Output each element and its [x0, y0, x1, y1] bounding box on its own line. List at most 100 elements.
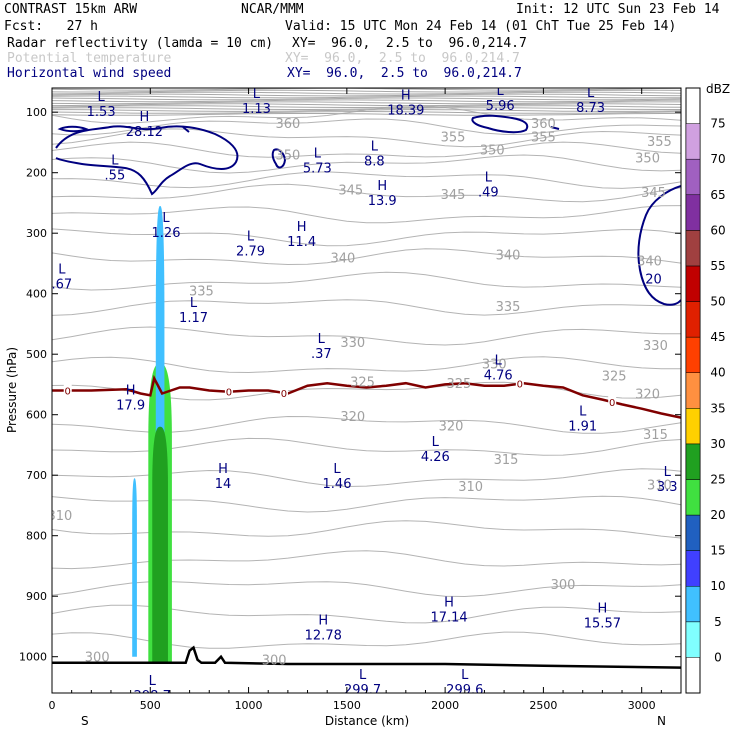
theta-label: 345: [641, 186, 666, 201]
colorbar-level-label: 60: [710, 223, 725, 237]
wind-extremum-type: L: [461, 668, 469, 683]
wind-extremum-value: 1.53: [87, 105, 116, 120]
wind-extremum-value: 299.7: [344, 683, 381, 698]
stratosphere-contour-line: [52, 113, 681, 116]
y-tick-label: 800: [26, 530, 47, 543]
x-endpoint-south: S: [81, 714, 89, 728]
colorbar-level-label: 0: [714, 650, 722, 664]
y-tick-label: 600: [26, 409, 47, 422]
reflectivity-cells: [132, 205, 172, 664]
wind-extremum-type: H: [401, 88, 411, 103]
wind-extremum-value: 5.96: [486, 99, 515, 114]
wind-extremum-type: L: [432, 435, 440, 450]
theta-contour-line: [52, 154, 681, 174]
theta-label: 300: [262, 654, 287, 669]
wind-extremum-value: 4.76: [484, 368, 513, 383]
theta-label: 300: [85, 651, 110, 666]
y-axis-label: Pressure (hPa): [5, 347, 19, 433]
wind-extremum-value: 298.7: [134, 689, 171, 704]
wind-extremum-value: 3.3: [657, 480, 678, 495]
wind-extremum-value: .49: [478, 186, 499, 201]
wind-contour-mark-right: [550, 126, 560, 130]
wind-extremum-type: L: [495, 353, 503, 368]
colorbar-swatch: [685, 585, 701, 623]
colorbar-level-label: 45: [710, 330, 725, 344]
reflectivity-cell: [152, 426, 168, 664]
theta-contour-line: [52, 141, 681, 158]
colorbar-swatch: [685, 123, 701, 160]
theta-label: 355: [441, 130, 466, 145]
wind-contour-mark-top: [182, 126, 190, 133]
stratosphere-contour-line: [52, 97, 681, 101]
wind-extremum-type: L: [162, 211, 170, 226]
theta-label: 330: [482, 357, 507, 372]
wind-extremum-value: 11.4: [287, 235, 316, 250]
wind-contour-upper-right: [471, 114, 529, 134]
theta-label: 360: [531, 117, 556, 132]
theta-label: 330: [340, 336, 365, 351]
theta-label: 325: [350, 375, 375, 390]
wind-extremum-type: H: [444, 595, 454, 610]
wind-extremum-type: L: [314, 146, 322, 161]
wind-extremum-value: 5.73: [303, 161, 332, 176]
theta-label: 340: [496, 248, 521, 263]
wind-extremum-value: 17.9: [116, 399, 145, 414]
stratosphere-contour-line: [52, 99, 681, 103]
stratosphere-contour-line: [52, 95, 681, 99]
wind-extremum-value: 1.91: [568, 420, 597, 435]
wind-extremum-value: .55: [105, 169, 126, 184]
colorbar-swatch: [685, 230, 701, 267]
theta-label: 300: [551, 578, 576, 593]
theta-label: 320: [340, 410, 365, 425]
field-wind-xy: XY= 96.0, 2.5 to 96.0,214.7: [287, 66, 522, 81]
colorbar-unit: dBZ: [706, 82, 730, 96]
colorbar-swatch: [685, 550, 701, 587]
wind-extremum-value: 299.6: [446, 683, 483, 698]
stratosphere-contour-line: [52, 110, 681, 114]
stratosphere-contour-line: [52, 105, 681, 108]
freezing-label-bg: [279, 386, 288, 398]
wind-extremum-type: L: [485, 171, 493, 186]
theta-label: 320: [439, 420, 464, 435]
x-tick-label: 0: [49, 699, 56, 712]
freezing-level-label: 0: [517, 380, 523, 391]
freezing-level-label: 0: [65, 387, 71, 398]
colorbar-level-label: 5: [714, 615, 722, 629]
colorbar-level-label: 20: [710, 508, 725, 522]
wind-extremum-type: H: [597, 601, 607, 616]
x-axis-label: Distance (km): [325, 714, 409, 728]
freezing-level-labels: 0 0 0 0 0: [63, 377, 617, 409]
colorbar-level-label: 55: [710, 259, 725, 273]
valid-time: Valid: 15 UTC Mon 24 Feb 14 (01 ChT Tue …: [285, 19, 677, 34]
terrain-surface: [52, 645, 681, 669]
wind-extremum-type: L: [579, 405, 587, 420]
wind-extremum-type: H: [139, 110, 149, 125]
colorbar-swatch: [685, 158, 701, 196]
freezing-level-label: 0: [281, 389, 287, 400]
stratosphere-contour-line: [52, 91, 681, 95]
y-tick-label: 500: [26, 348, 47, 361]
theta-contour-line: [52, 183, 681, 203]
stratosphere-contour-line: [52, 103, 681, 107]
wind-extremum-value: 4.26: [421, 450, 450, 465]
colorbar-level-label: 40: [710, 366, 725, 380]
theta-contour-line: [52, 171, 681, 189]
wind-extremum-type: H: [218, 462, 228, 477]
colorbar-level-label: 65: [710, 188, 725, 202]
theta-label: 345: [338, 184, 363, 199]
wind-extremum-type: L: [333, 462, 341, 477]
center-label: NCAR/MMM: [241, 2, 304, 17]
theta-label: 350: [275, 149, 300, 164]
colorbar-swatch: [685, 479, 701, 516]
theta-label: 310: [458, 480, 483, 495]
theta-label: 355: [647, 135, 672, 150]
colorbar-swatch: [685, 621, 701, 658]
wind-contour-right-edge: [637, 185, 681, 306]
x-tick-label: 1000: [235, 699, 263, 712]
colorbar-level-label: 70: [710, 152, 725, 166]
y-tick-label: 400: [26, 288, 47, 301]
theta-label: 345: [441, 188, 466, 203]
wind-extremum-value: 1.17: [179, 311, 208, 326]
theta-label: 340: [330, 251, 355, 266]
